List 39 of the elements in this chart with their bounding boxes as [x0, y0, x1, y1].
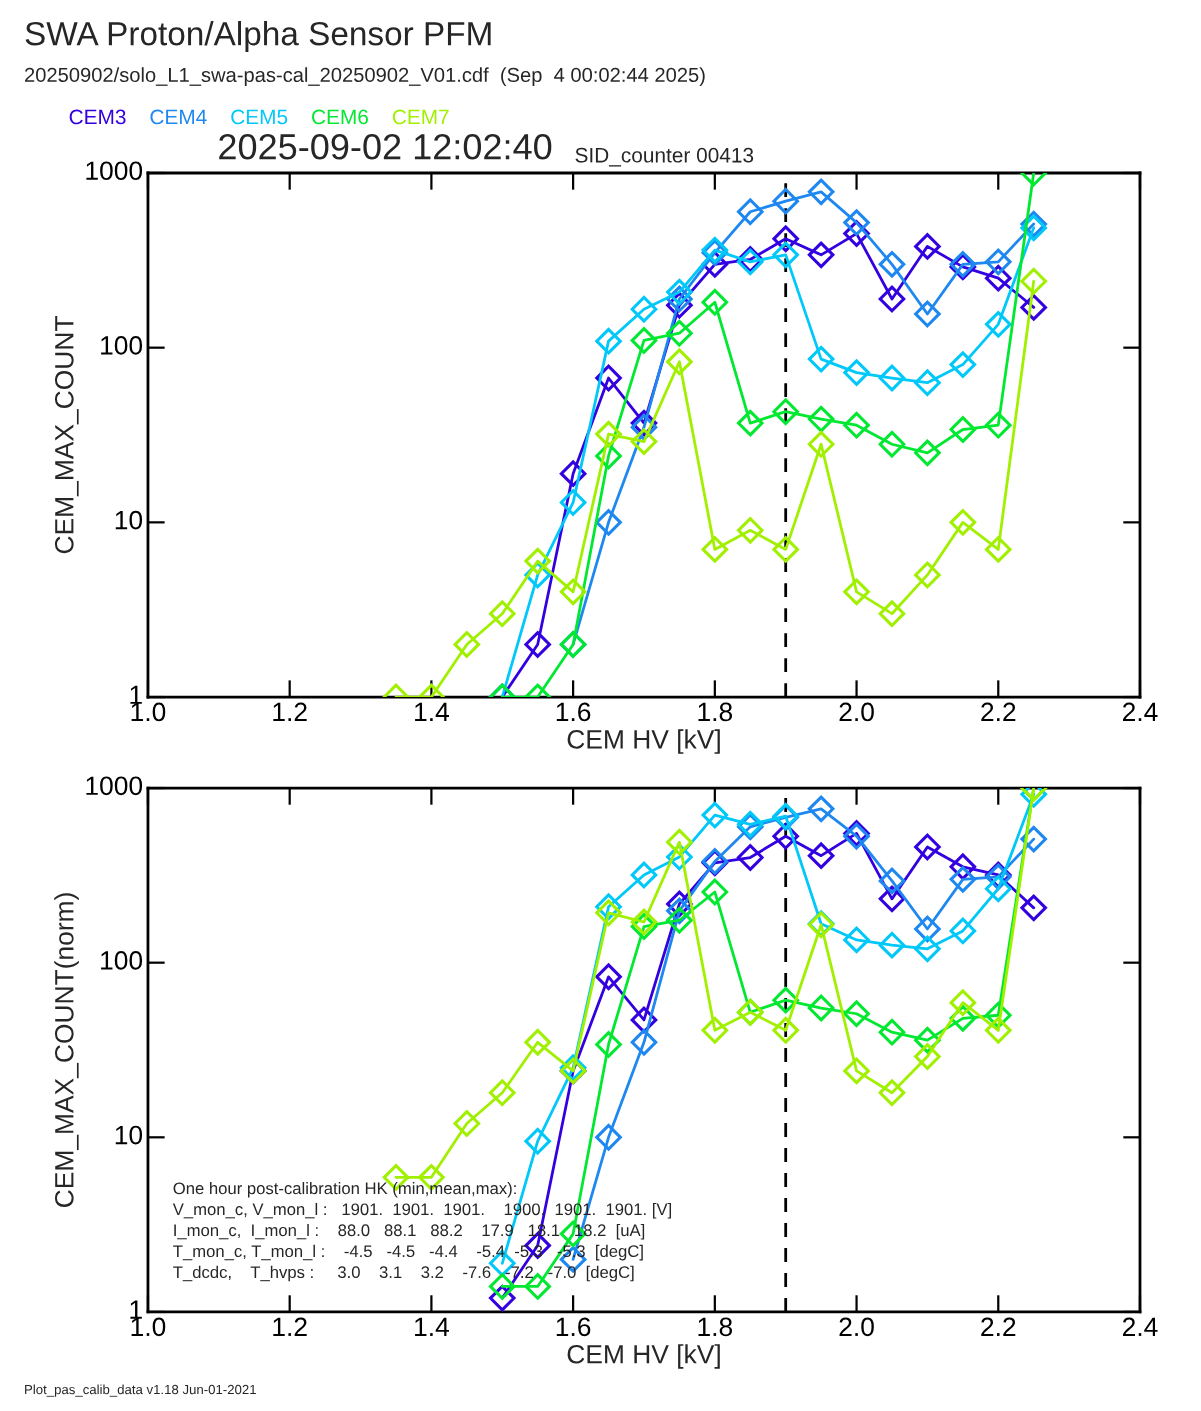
- annotation: One hour post-calibration HK (min,mean,max):: [173, 1181, 516, 1198]
- y-tick-label: 1: [130, 685, 142, 704]
- text: 2025-09-02 12:02:40: [219, 133, 552, 160]
- x-tick-label: 1.6: [556, 1317, 591, 1337]
- text: CEM7: [392, 109, 449, 125]
- y-tick-label: 100: [101, 951, 143, 970]
- x-axis-title: CEM HV [kV]: [567, 1344, 720, 1369]
- x-tick-label: 1.4: [415, 702, 449, 722]
- x-tick-label: 2.2: [981, 1317, 1016, 1336]
- chart-subtitle: 20250902/solo_L1_swa-pas-cal_20250902_V01.cdf (Sep 4 00:02:44 2025): [25, 67, 705, 87]
- x-tick-label: 2.4: [1122, 1317, 1158, 1336]
- text: CEM4: [150, 109, 207, 125]
- y-tick-label: 1000: [86, 161, 143, 181]
- chart-title: SWA Proton/Alpha Sensor PFM: [25, 21, 491, 53]
- x-axis-title: CEM HV [kV]: [567, 729, 720, 754]
- x-tick-label: 1.0: [131, 1317, 166, 1337]
- x-tick-label: 2.4: [1122, 702, 1158, 722]
- y-tick-label: 1000: [86, 776, 143, 796]
- text: SID_counter 00413: [575, 147, 754, 167]
- x-tick-label: 1.4: [415, 1317, 449, 1336]
- text: Plot_pas_calib_data v1.18 Jun-01-2021: [25, 1384, 256, 1397]
- y-tick-label: 100: [101, 336, 143, 355]
- y-tick-label: 1: [130, 1300, 142, 1319]
- x-tick-label: 1.0: [131, 702, 166, 722]
- y-tick-label: 10: [115, 510, 143, 530]
- x-tick-label: 2.0: [839, 1317, 874, 1337]
- text: CEM3: [69, 109, 126, 125]
- text: CEM6: [312, 109, 368, 125]
- x-tick-label: 2.0: [839, 702, 874, 722]
- y-axis-title: CEM_MAX_COUNT(norm): [54, 893, 79, 1207]
- x-tick-label: 1.6: [556, 702, 591, 722]
- x-tick-label: 1.8: [698, 1317, 733, 1337]
- x-tick-label: 2.2: [981, 702, 1016, 722]
- y-axis-title: CEM_MAX_COUNT: [54, 316, 79, 554]
- x-tick-label: 1.2: [273, 1317, 307, 1336]
- x-tick-label: 1.8: [698, 702, 733, 722]
- x-tick-label: 1.2: [273, 702, 307, 722]
- y-tick-label: 10: [115, 1125, 143, 1145]
- text: CEM5: [231, 109, 288, 125]
